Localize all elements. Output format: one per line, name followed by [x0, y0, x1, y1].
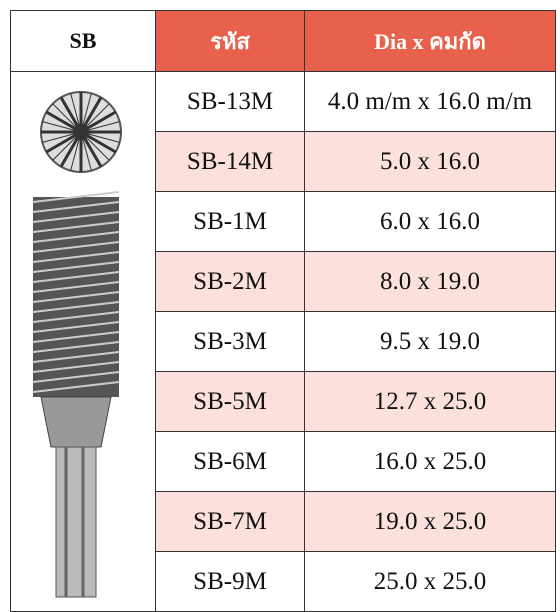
size-cell: 9.5 x 19.0: [305, 312, 556, 372]
header-cell: SB: [11, 11, 156, 72]
size-cell: 8.0 x 19.0: [305, 252, 556, 312]
code-cell: SB-3M: [156, 312, 305, 372]
code-cell: SB-13M: [156, 72, 305, 132]
code-cell: SB-9M: [156, 552, 305, 612]
code-cell: SB-5M: [156, 372, 305, 432]
burr-side-view: [33, 192, 119, 597]
size-cell: 16.0 x 25.0: [305, 432, 556, 492]
code-cell: SB-2M: [156, 252, 305, 312]
size-cell: 4.0 m/m x 16.0 m/m: [305, 72, 556, 132]
code-cell: SB-7M: [156, 492, 305, 552]
size-cell: 19.0 x 25.0: [305, 492, 556, 552]
size-cell: 12.7 x 25.0: [305, 372, 556, 432]
code-cell: SB-1M: [156, 192, 305, 252]
code-cell: SB-14M: [156, 132, 305, 192]
header-row: SB รหัส Dia x คมกัด: [11, 11, 556, 72]
size-cell: 25.0 x 25.0: [305, 552, 556, 612]
burr-illustration: [11, 72, 155, 602]
size-cell: 6.0 x 16.0: [305, 192, 556, 252]
header-cell: Dia x คมกัด: [305, 11, 556, 72]
code-cell: SB-6M: [156, 432, 305, 492]
page: SB รหัส Dia x คมกัด SB-13M4.0 m/m x 16.0…: [0, 0, 560, 605]
burr-end-view: [41, 92, 121, 172]
header-cell: รหัส: [156, 11, 305, 72]
size-cell: 5.0 x 16.0: [305, 132, 556, 192]
illustration-cell: [11, 72, 156, 612]
